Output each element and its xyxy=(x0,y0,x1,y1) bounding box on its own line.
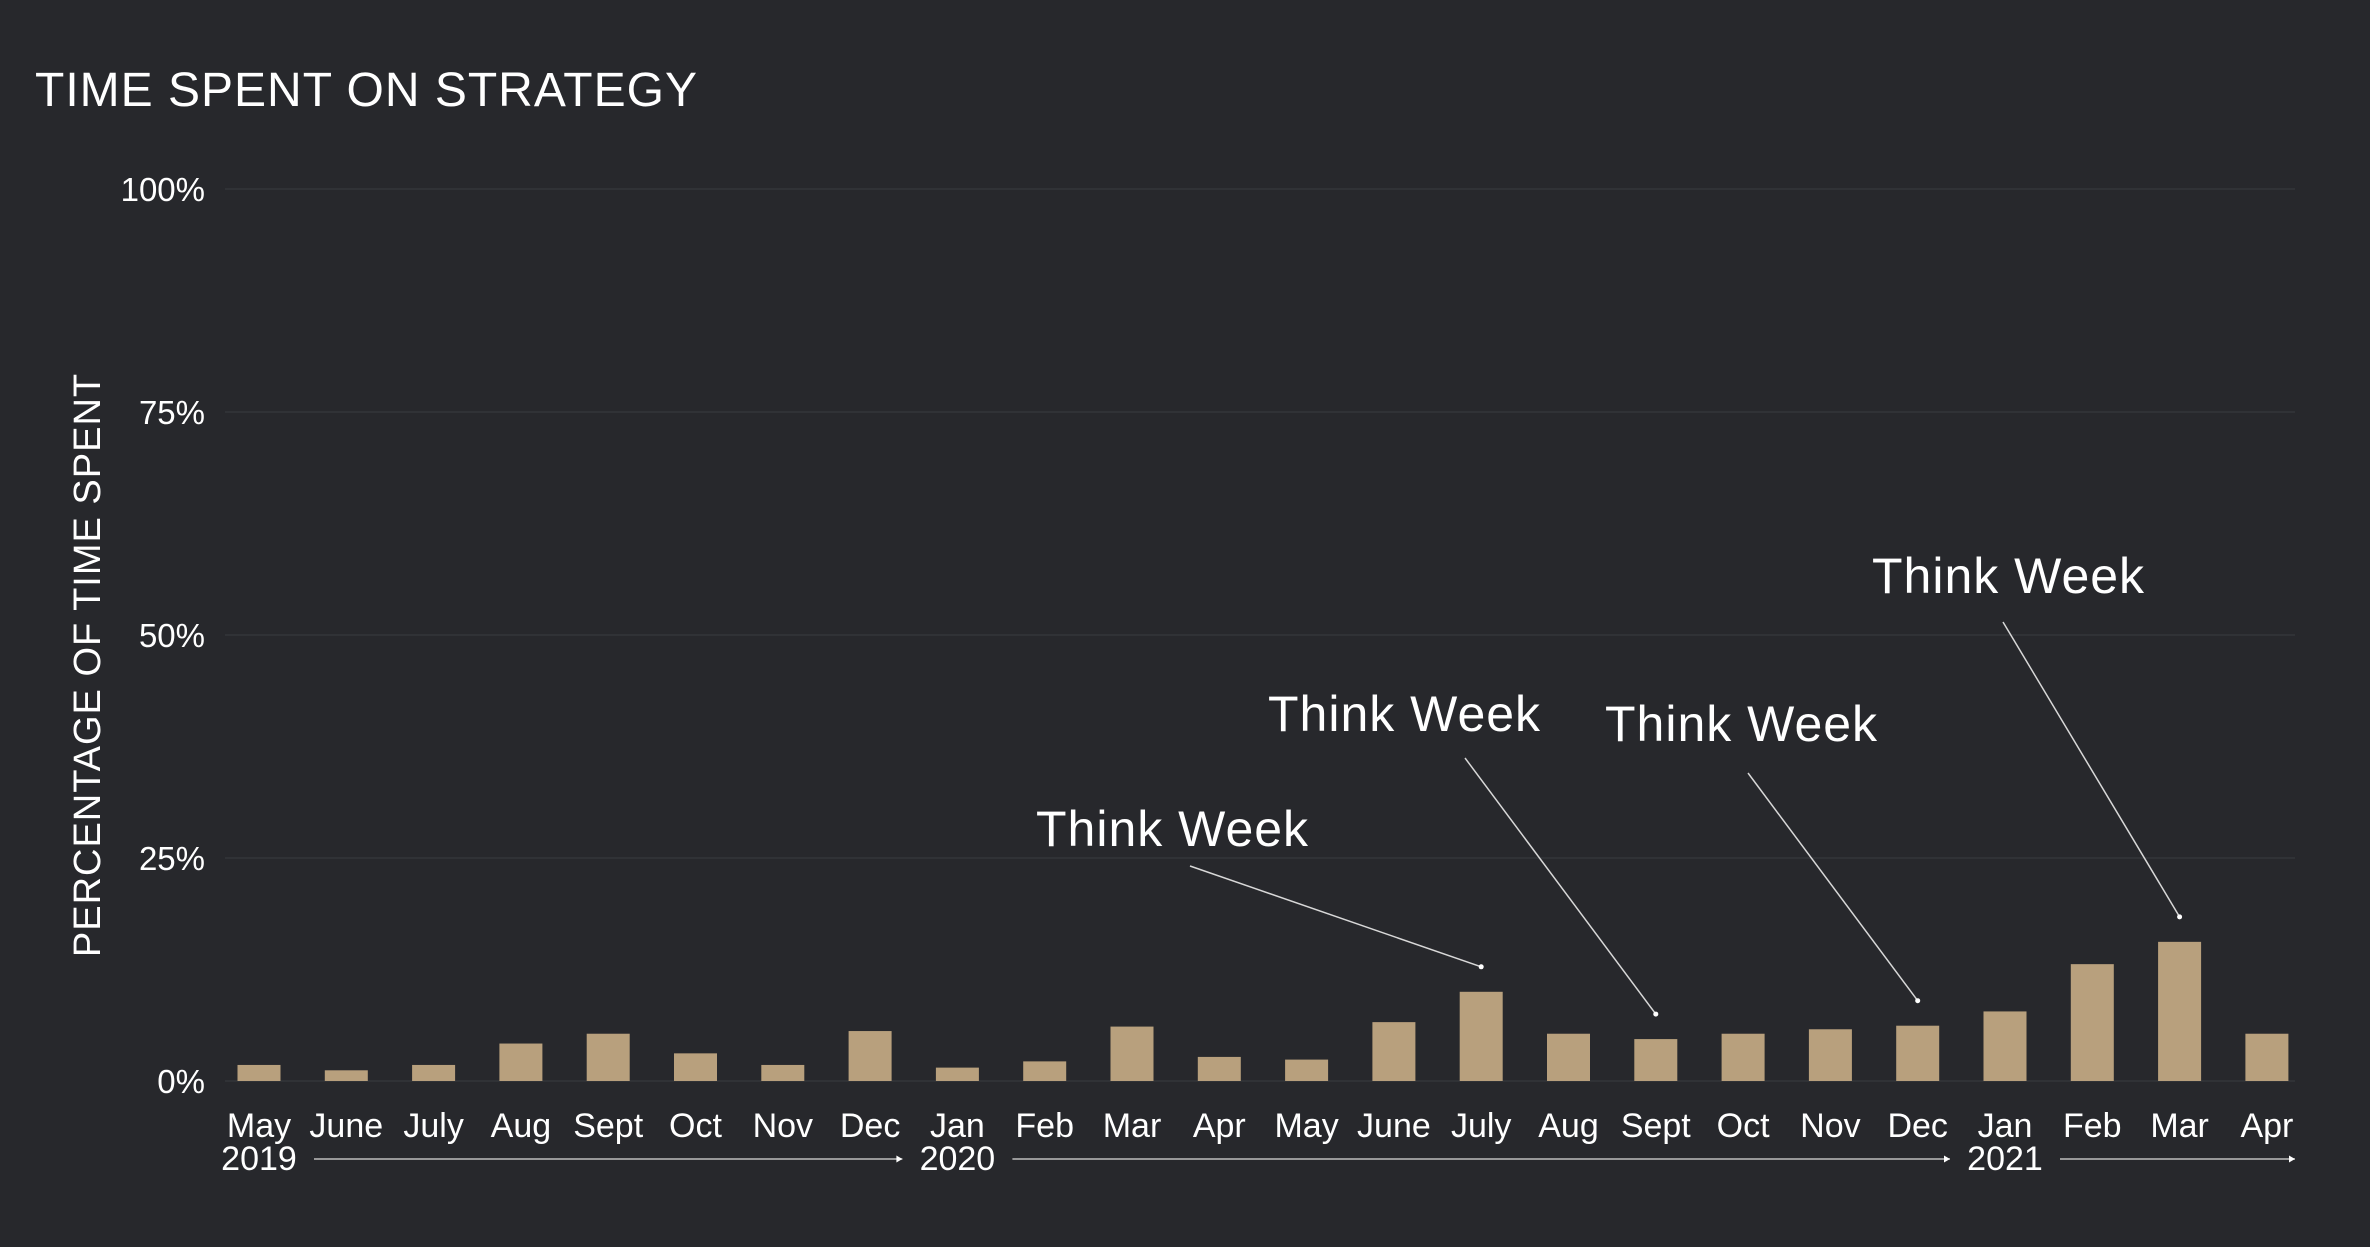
year-arrowhead xyxy=(896,1155,903,1163)
bar xyxy=(1721,1033,1765,1081)
x-tick-label: July xyxy=(1451,1107,1511,1145)
x-tick-label: May xyxy=(227,1107,291,1145)
x-tick-label: Aug xyxy=(491,1107,552,1145)
annotation-label: Think Week xyxy=(1605,696,1878,752)
year-label: 2021 xyxy=(1967,1140,2043,1178)
bar xyxy=(1285,1059,1329,1081)
bar xyxy=(674,1053,717,1081)
bar xyxy=(586,1033,630,1081)
x-axis-ticks: May June July Aug Sept Oct Nov Dec Jan Feb Mar Apr M… xyxy=(227,1107,2293,1145)
bar xyxy=(1547,1033,1590,1081)
x-tick-label: Mar xyxy=(1103,1107,1162,1145)
y-tick-label: 75% xyxy=(139,394,205,431)
annotation-dot xyxy=(2177,914,2183,920)
x-tick-label: Dec xyxy=(840,1107,900,1145)
bar xyxy=(2158,941,2202,1081)
annotation-dot xyxy=(1915,998,1921,1004)
bar xyxy=(499,1043,543,1081)
x-tick-label: June xyxy=(309,1107,383,1145)
bar xyxy=(1110,1026,1154,1081)
bar xyxy=(1459,991,1503,1081)
x-tick-label: Mar xyxy=(2150,1107,2209,1145)
annotation-pointer xyxy=(1189,865,1482,968)
y-tick-label: 25% xyxy=(139,840,205,877)
x-tick-label: Nov xyxy=(1800,1107,1860,1145)
chart-title: TIME SPENT ON STRATEGY xyxy=(35,64,698,117)
bar xyxy=(1896,1025,1940,1081)
x-tick-label: June xyxy=(1357,1107,1431,1145)
y-tick-label: 100% xyxy=(121,171,205,208)
x-tick-label: Feb xyxy=(2063,1107,2122,1145)
bar xyxy=(1023,1061,1067,1081)
x-tick-label: Sept xyxy=(1621,1107,1691,1145)
x-tick-label: Oct xyxy=(669,1107,722,1145)
bar xyxy=(848,1031,892,1081)
annotation-pointer xyxy=(1464,757,1657,1015)
x-tick-label: Nov xyxy=(753,1107,813,1145)
y-tick-label: 0% xyxy=(157,1063,205,1100)
annotation-pointer xyxy=(2002,621,2181,918)
bar xyxy=(2070,964,2114,1081)
y-axis-ticks: 0% 25% 50% 75% 100% xyxy=(121,171,205,1100)
bar xyxy=(1634,1039,1678,1081)
x-tick-label: July xyxy=(403,1107,463,1145)
bars xyxy=(237,941,2289,1081)
x-tick-label: Oct xyxy=(1717,1107,1770,1145)
y-tick-label: 50% xyxy=(139,617,205,654)
x-tick-label: Apr xyxy=(1193,1107,1246,1145)
year-arrowhead xyxy=(1944,1155,1950,1163)
year-label: 2019 xyxy=(221,1140,297,1178)
x-tick-label: Jan xyxy=(930,1107,985,1145)
x-tick-label: May xyxy=(1274,1107,1338,1145)
bar xyxy=(237,1064,281,1081)
x-tick-label: Feb xyxy=(1015,1107,1074,1145)
gridlines xyxy=(225,188,2295,1082)
bar xyxy=(2245,1033,2289,1081)
bar xyxy=(412,1064,456,1081)
annotation-dot xyxy=(1478,964,1484,970)
y-axis-label: PERCENTAGE OF TIME SPENT xyxy=(67,373,109,957)
year-arrowhead xyxy=(2289,1155,2295,1163)
bar xyxy=(935,1067,979,1081)
year-label: 2020 xyxy=(920,1140,996,1178)
bar xyxy=(1983,1011,2027,1081)
annotation-label: Think Week xyxy=(1036,801,1309,857)
bar xyxy=(1808,1029,1852,1081)
x-tick-label: Jan xyxy=(1978,1107,2033,1145)
annotations: Think Week Think Week Think Week Think Week xyxy=(1036,548,2183,1017)
x-tick-label: Apr xyxy=(2240,1107,2293,1145)
year-axis: 2019 2020 2021 xyxy=(221,1140,2295,1178)
x-tick-label: Sept xyxy=(573,1107,643,1145)
annotation-label: Think Week xyxy=(1268,686,1541,742)
bar xyxy=(761,1064,805,1081)
bar xyxy=(1372,1022,1416,1081)
annotation-pointer xyxy=(1747,772,1919,1002)
x-tick-label: Dec xyxy=(1887,1107,1947,1145)
bar xyxy=(1197,1056,1241,1081)
annotation-label: Think Week xyxy=(1872,548,2145,604)
bar xyxy=(324,1070,368,1081)
annotation-dot xyxy=(1653,1011,1659,1017)
x-tick-label: Aug xyxy=(1538,1107,1599,1145)
